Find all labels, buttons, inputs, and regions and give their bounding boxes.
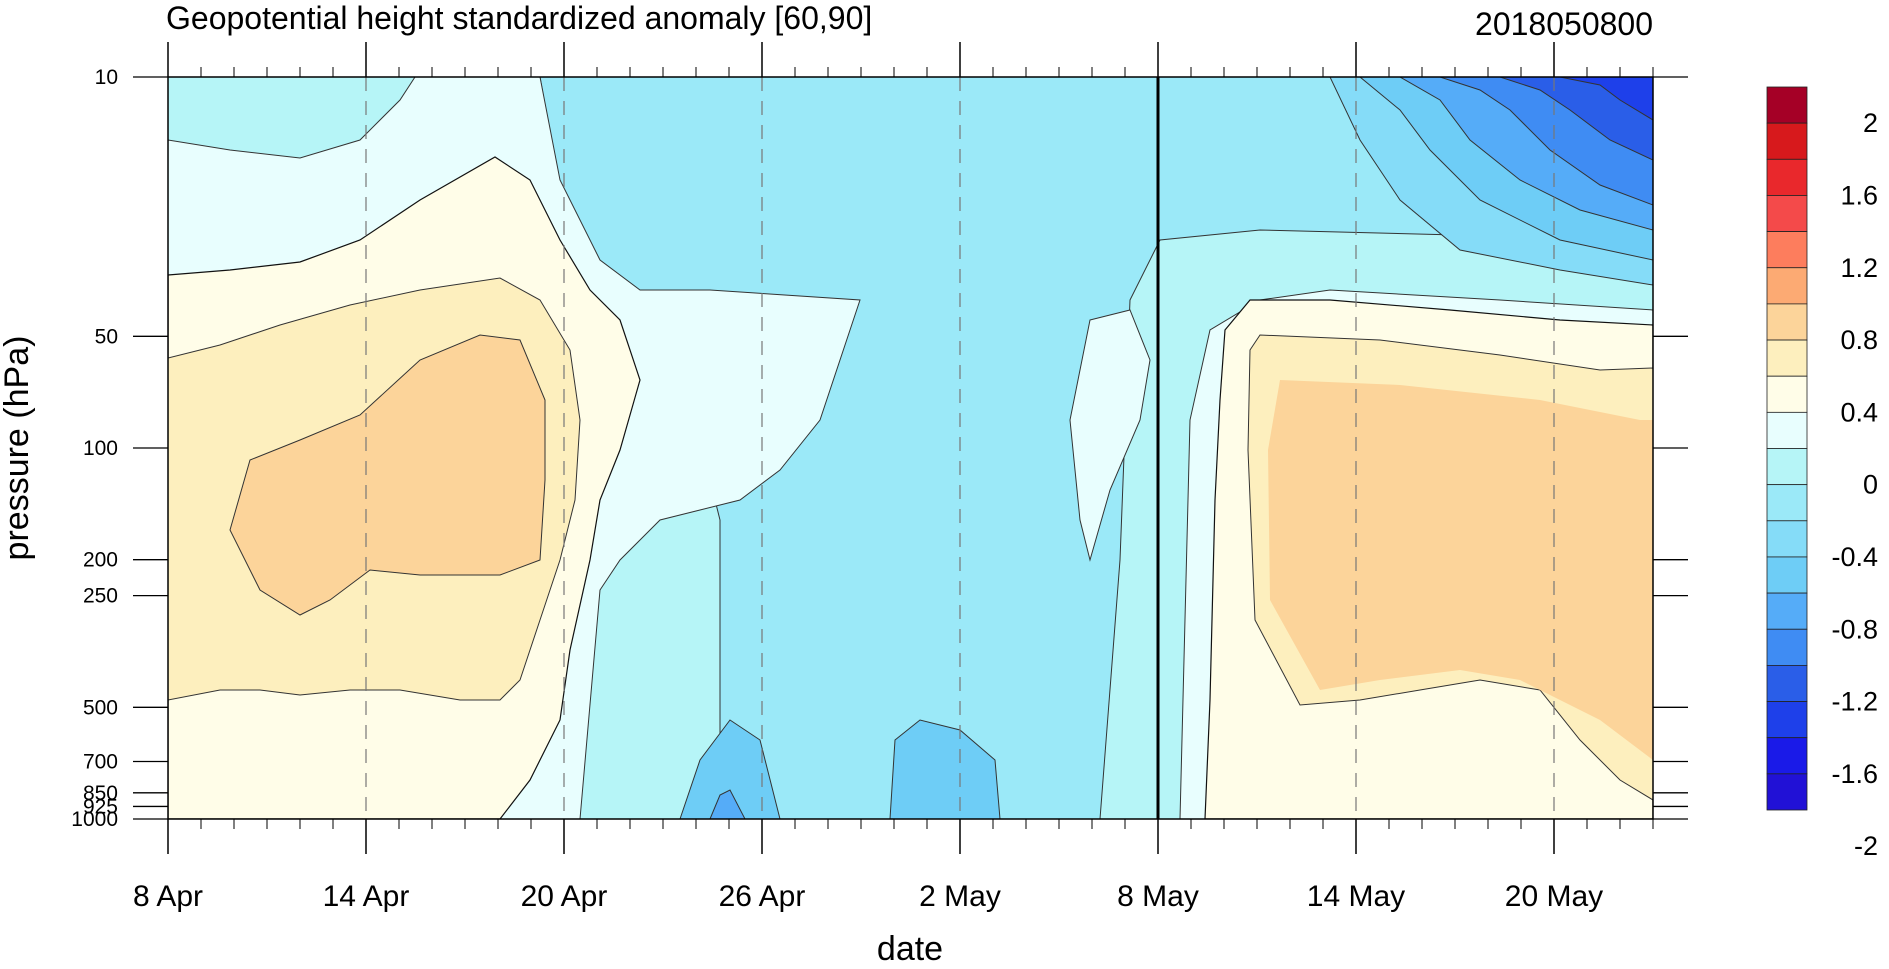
y-tick-label: 50 <box>95 325 118 348</box>
colorbar-swatch <box>1766 267 1808 305</box>
colorbar-swatch <box>1766 520 1808 558</box>
colorbar-swatch <box>1766 773 1808 811</box>
contour-pos08-right <box>1268 380 1653 760</box>
colorbar: 2 1.6 1.2 0.8 0.4 0 -0.4 -0.8 -1.2 -1.6 -2 <box>1766 86 1878 861</box>
y-tick-label: 500 <box>83 696 118 719</box>
contour-neg12-bottom <box>709 789 746 819</box>
x-tick-label: 20 May <box>1505 880 1603 913</box>
y-axis-label: pressure (hPa) <box>0 336 36 561</box>
y-tick-label: 200 <box>83 549 118 572</box>
x-tick-label: 14 Apr <box>323 880 410 913</box>
x-tick-label: 2 May <box>919 880 1001 913</box>
colorbar-swatch <box>1766 195 1808 232</box>
colorbar-swatch <box>1766 411 1808 449</box>
colorbar-label: -0.4 <box>1831 542 1878 572</box>
colorbar-label: 2 <box>1863 108 1878 138</box>
colorbar-swatch <box>1766 737 1808 775</box>
colorbar-swatch <box>1766 448 1808 486</box>
contour-pos08-left <box>229 334 546 616</box>
colorbar-swatch <box>1766 701 1808 739</box>
colorbar-swatch <box>1766 628 1808 666</box>
x-tick-label: 8 Apr <box>133 880 203 913</box>
colorbar-label: 0.4 <box>1840 397 1878 427</box>
colorbar-swatch <box>1766 303 1808 341</box>
colorbar-swatch <box>1766 122 1808 160</box>
y-tick-label: 10 <box>95 66 118 89</box>
colorbar-label: -0.8 <box>1831 614 1878 644</box>
y-tick-label: 925 <box>83 795 118 818</box>
x-tick-label: 26 Apr <box>719 880 806 913</box>
y-tick-label: 100 <box>83 437 118 460</box>
colorbar-label: 1.2 <box>1840 253 1878 283</box>
x-tick-label: 8 May <box>1117 880 1199 913</box>
colorbar-swatch <box>1766 375 1808 413</box>
colorbar-label: 0 <box>1863 470 1878 500</box>
y-tick-label: 1000 <box>71 808 118 831</box>
colorbar-swatch <box>1766 592 1808 630</box>
x-axis-ticks: 8 Apr 14 Apr 20 Apr 26 Apr 2 May 8 May 14 May 2… <box>133 42 1603 913</box>
date-label: 2018050800 <box>1475 6 1653 42</box>
contour-plot <box>168 77 1653 819</box>
colorbar-swatch <box>1766 339 1808 377</box>
y-tick-label: 250 <box>83 585 118 608</box>
colorbar-label: -1.2 <box>1831 687 1878 717</box>
colorbar-swatch <box>1766 556 1808 594</box>
contour-neg08-bottom1 <box>679 719 781 819</box>
x-tick-label: 20 Apr <box>521 880 608 913</box>
colorbar-swatch <box>1766 231 1808 269</box>
colorbar-swatch <box>1766 158 1808 196</box>
x-axis-label: date <box>877 930 943 968</box>
contour-neg28-topright <box>1559 77 1653 121</box>
chart-title: Geopotential height standardized anomaly… <box>166 0 872 36</box>
colorbar-swatch <box>1766 484 1808 522</box>
y-tick-label: 700 <box>83 751 118 774</box>
colorbar-label: 0.8 <box>1840 325 1878 355</box>
colorbar-label: -2 <box>1854 831 1878 861</box>
colorbar-swatch <box>1766 665 1808 702</box>
colorbar-swatch <box>1766 86 1808 124</box>
y-tick-label: 850 <box>83 782 118 805</box>
x-tick-label: 14 May <box>1307 880 1405 913</box>
contour-neg24-topright <box>1499 77 1653 161</box>
colorbar-label: 1.6 <box>1840 180 1878 210</box>
colorbar-label: -1.6 <box>1831 759 1878 789</box>
contour-zero-mid <box>1069 309 1151 562</box>
